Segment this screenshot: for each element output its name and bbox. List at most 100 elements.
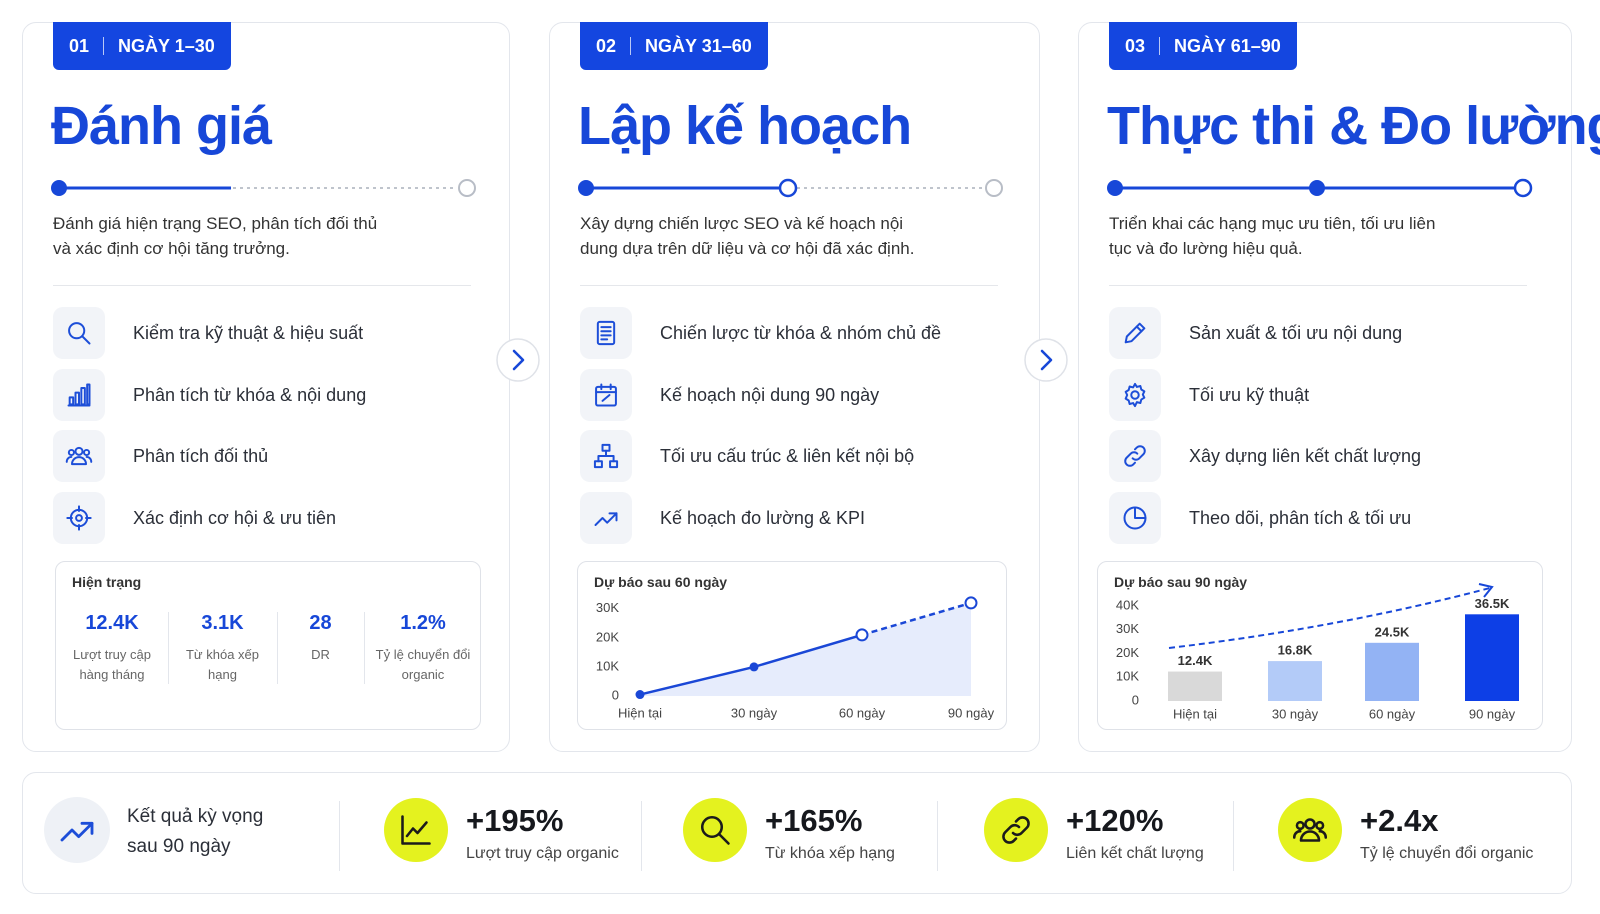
- icon: [593, 444, 619, 469]
- progress-dot: [1513, 178, 1533, 198]
- item-icon: [580, 307, 632, 359]
- metric-value: +120%: [1066, 803, 1164, 838]
- chart: 0 10K 20K 30K 40K Hiện tại 30 ngày 60 ngày 90 ng…: [1116, 583, 1519, 721]
- icon-part: [700, 815, 724, 839]
- progress-dot: [778, 178, 798, 198]
- metric-icon: [384, 798, 448, 862]
- metric-icon: [1278, 798, 1342, 862]
- y-tick-label: 0: [612, 687, 619, 702]
- icon: [68, 322, 91, 345]
- icon: [60, 821, 94, 842]
- item-text: Phân tích từ khóa & nội dung: [133, 384, 367, 405]
- icon-part: [596, 320, 616, 346]
- stat-value: 28: [309, 612, 332, 634]
- value-label: 16.8K: [1278, 643, 1313, 658]
- stat-label: Tỷ lệ chuyển đổi organic: [375, 647, 471, 682]
- next-arrow: [1024, 338, 1068, 382]
- y-tick-label: 20K: [1116, 645, 1139, 660]
- badge-separator: [103, 37, 105, 55]
- phase-number: 02: [596, 35, 617, 56]
- item-icon: [53, 430, 105, 483]
- chart-title: Dự báo sau 60 ngày: [594, 574, 728, 590]
- item-icon: [1109, 492, 1161, 545]
- icon-part: [60, 821, 94, 842]
- icon-part: [1124, 322, 1146, 344]
- progress: [578, 178, 1003, 198]
- value-label: 24.5K: [1375, 624, 1410, 639]
- stat: 28 DR: [277, 612, 364, 665]
- area: [640, 602, 971, 696]
- badge-separator: [1159, 37, 1161, 55]
- summary-title: Kết quả kỳ vọng sau 90 ngày: [127, 806, 264, 857]
- stat-separator: [168, 612, 169, 684]
- progress: [1107, 178, 1533, 198]
- icon-part: [1134, 506, 1147, 520]
- item-text: Kiểm tra kỹ thuật & hiệu suất: [133, 323, 364, 343]
- icon-part: [1135, 325, 1143, 333]
- icon-part: [68, 322, 86, 340]
- phase-card: 02 NGÀY 31–60 Lập kế hoạch Xây dựng chiến l…: [549, 22, 1040, 752]
- x-tick-label: 60 ngày: [1369, 706, 1416, 721]
- icon-part: [80, 821, 94, 835]
- x-tick-label: Hiện tại: [618, 705, 662, 720]
- y-tick-label: 10K: [1116, 669, 1139, 684]
- phase-period: NGÀY 31–60: [645, 35, 752, 56]
- y-tick-label: 10K: [596, 658, 619, 673]
- panel: Hiện trạng 12.4K Lượt truy cập hàng tháng 3…: [55, 561, 481, 730]
- bar: [1365, 642, 1419, 701]
- next-arrow: [496, 338, 540, 382]
- phase-title: Lập kế hoạch: [578, 96, 912, 156]
- stat-separator: [364, 612, 365, 684]
- stat-label: Lượt truy cập hàng tháng: [73, 647, 151, 682]
- item-icon: [1109, 430, 1161, 483]
- chart: 0 10K 20K 30K Hiện tại 30 ngày 60 ngày 90 ngày: [596, 596, 995, 720]
- icon-part: [71, 456, 87, 466]
- item-text: Sản xuất & tối ưu nội dung: [1189, 323, 1403, 343]
- point: [964, 596, 978, 610]
- point: [749, 662, 759, 672]
- metric-value: +165%: [765, 803, 863, 838]
- stat-label: Từ khóa xếp hạng: [185, 647, 260, 682]
- icon: [1124, 382, 1146, 407]
- progress-dot: [985, 179, 1003, 197]
- item-icon: [1109, 307, 1161, 359]
- bar: [1168, 671, 1222, 701]
- icon-part: [597, 450, 615, 463]
- item-text: Xác định cơ hội & ưu tiên: [133, 508, 336, 529]
- panel: Dự báo sau 90 ngày 0 10K 20K 30K 40K Hiện tại 3…: [1097, 561, 1543, 730]
- icon: [65, 447, 93, 466]
- item-text: Kế hoạch nội dung 90 ngày: [660, 384, 880, 405]
- phase-description: Đánh giá hiện trạng SEO, phân tích đối t…: [53, 214, 378, 258]
- item-text: Chiến lược từ khóa & nhóm chủ đề: [660, 323, 942, 343]
- point: [635, 690, 645, 700]
- line-forecast: [861, 601, 972, 637]
- x-tick-label: 90 ngày: [948, 705, 995, 720]
- divider: [53, 285, 471, 286]
- icon: [1292, 818, 1328, 842]
- progress-dot: [1107, 180, 1123, 196]
- icon: [596, 320, 616, 346]
- item-icon: [53, 492, 105, 545]
- x-tick-label: 90 ngày: [1469, 706, 1516, 721]
- metric-value: +2.4x: [1360, 803, 1439, 838]
- icon-part: [608, 512, 618, 522]
- icon-part: [401, 815, 431, 845]
- x-tick-label: 60 ngày: [839, 705, 886, 720]
- metric-label: Tỷ lệ chuyển đổi organic: [1360, 845, 1534, 862]
- arrow-circle: [1024, 338, 1068, 382]
- icon: [595, 383, 617, 407]
- metric-icon: [683, 798, 747, 862]
- bar: [1465, 614, 1519, 701]
- metric-label: Từ khóa xếp hạng: [765, 845, 895, 862]
- panel: Dự báo sau 60 ngày 0 10K 20K 30K Hiện tại 30 n…: [577, 561, 1007, 730]
- item-text: Kế hoạch đo lường & KPI: [660, 508, 865, 529]
- icon: [66, 505, 92, 531]
- icon-part: [75, 514, 83, 523]
- icon-part: [1124, 451, 1139, 468]
- divider: [1109, 285, 1527, 286]
- icon-part: [1304, 818, 1316, 830]
- icon-part: [1011, 816, 1030, 836]
- icon-part: [83, 449, 91, 457]
- icon: [1002, 816, 1030, 844]
- phase-badge: 02 NGÀY 31–60: [580, 22, 768, 70]
